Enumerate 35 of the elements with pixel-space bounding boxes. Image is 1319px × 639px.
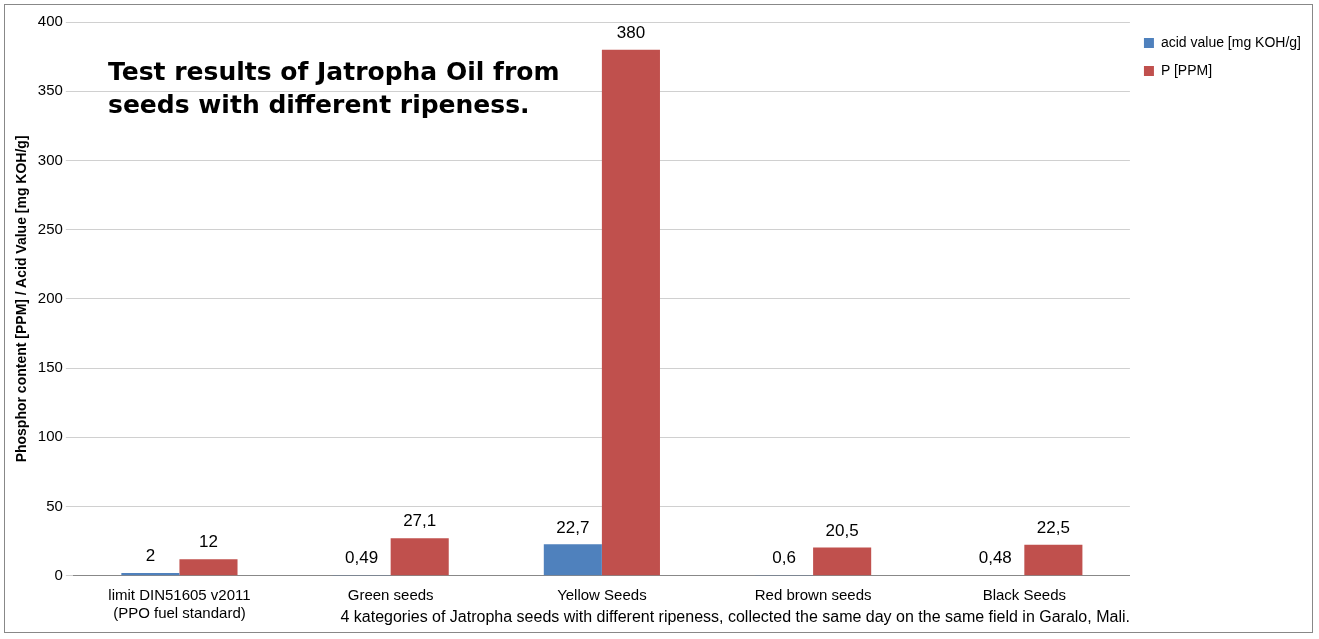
y-tick-label: 250 xyxy=(37,219,63,237)
data-label: 27,1 xyxy=(403,511,437,531)
x-tick-label: Yellow Seeds xyxy=(557,585,647,603)
x-tick-label: Black Seeds xyxy=(982,585,1067,603)
bar xyxy=(601,49,660,576)
x-tick-label: Green seeds xyxy=(347,585,434,603)
data-label: 22,7 xyxy=(556,517,590,537)
y-tick-label: 350 xyxy=(37,81,63,99)
y-tick-label: 300 xyxy=(37,150,63,168)
data-label: 2 xyxy=(145,546,156,566)
x-axis-title: 4 kategories of Jatropha seeds with different ripeness, collected the same day on the same field in Garalo, Mali. xyxy=(340,607,1130,625)
bar xyxy=(179,559,238,576)
x-tick-label: limit DIN51605 v2011 (PPO fuel standard) xyxy=(108,585,251,621)
bar xyxy=(1024,544,1083,576)
y-tick-label: 0 xyxy=(54,565,63,583)
data-label: 0,49 xyxy=(345,548,379,568)
bar xyxy=(543,544,602,576)
data-label: 0,6 xyxy=(772,548,796,568)
data-label: 380 xyxy=(616,22,646,42)
bar xyxy=(813,547,872,576)
data-label: 22,5 xyxy=(1036,517,1070,537)
y-tick-label: 150 xyxy=(37,358,63,376)
x-tick-label: Red brown seeds xyxy=(754,585,872,603)
y-tick-label: 100 xyxy=(37,427,63,445)
y-tick-label: 400 xyxy=(37,12,63,30)
y-axis-title: Phosphor content [PPM] / Acid Value [mg KOH/g] xyxy=(13,135,30,463)
bar xyxy=(390,538,449,576)
y-tick-label: 50 xyxy=(46,496,63,514)
data-label: 0,48 xyxy=(978,548,1012,568)
legend-label: P [PPM] xyxy=(1160,61,1213,78)
text: Test results of Jatropha Oil from seeds with different ripeness. xyxy=(108,56,561,121)
data-label: 20,5 xyxy=(825,520,859,540)
legend-label: acid value [mg KOH/g] xyxy=(1160,33,1301,50)
y-tick-label: 200 xyxy=(37,289,63,307)
data-label: 12 xyxy=(199,532,218,552)
